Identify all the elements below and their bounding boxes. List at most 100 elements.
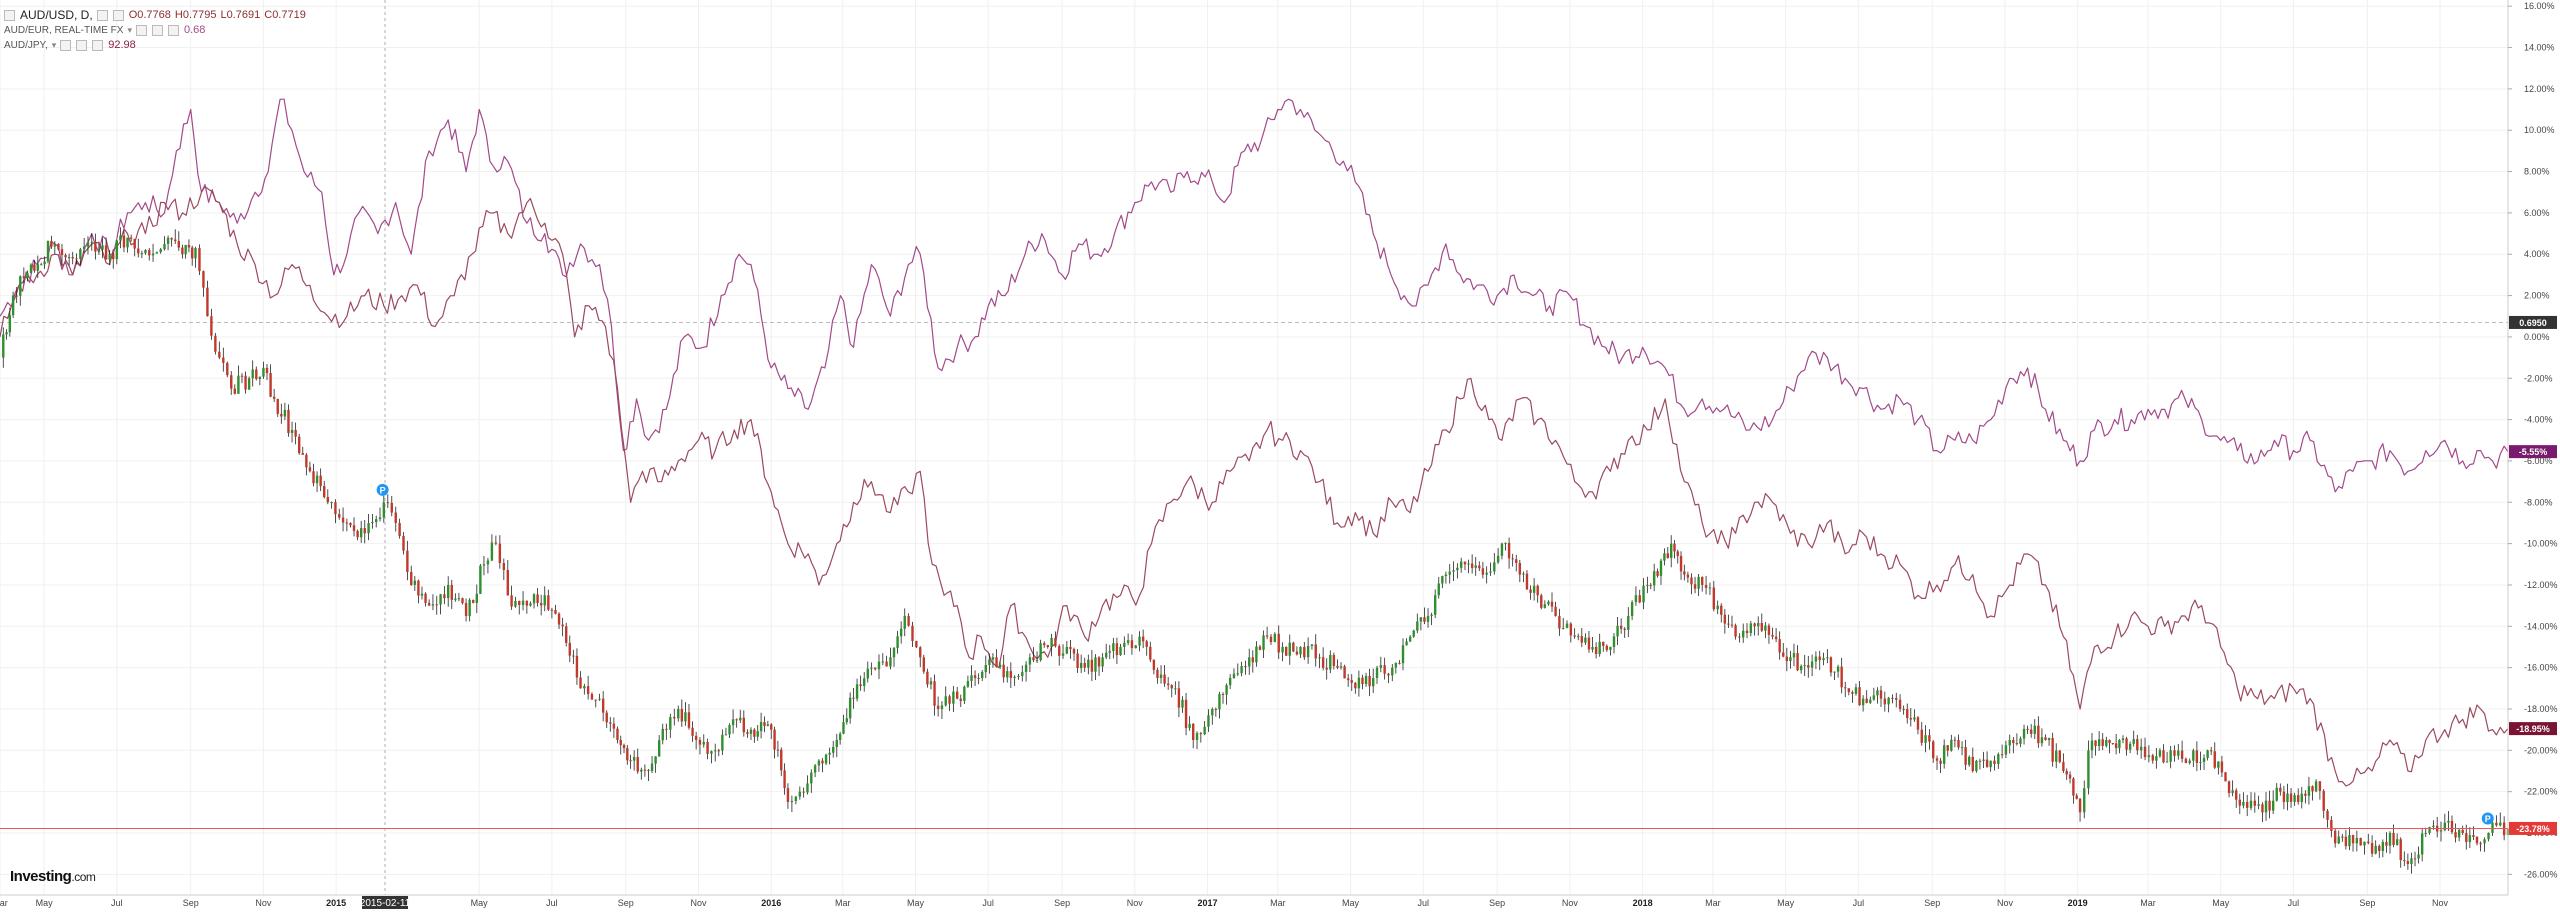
- settings-icon[interactable]: [152, 25, 163, 36]
- candle-body: [877, 661, 881, 670]
- x-tick-label: 2018: [1633, 898, 1653, 908]
- legend-aud-eur-symbol[interactable]: AUD/EUR, REAL-TIME FX: [4, 25, 124, 36]
- settings-icon[interactable]: [96, 10, 108, 21]
- investing-logo: Investing.com: [10, 868, 96, 885]
- candle-body: [1659, 560, 1663, 576]
- candle-body: [468, 599, 471, 616]
- visibility-icon[interactable]: [60, 40, 72, 51]
- candle-body: [1550, 601, 1554, 607]
- candle-body: [1452, 570, 1455, 572]
- candle-body: [2047, 738, 2051, 740]
- candle-body: [802, 791, 805, 793]
- candle-body: [2289, 793, 2293, 802]
- candle-body: [1985, 759, 1989, 768]
- candle-body: [349, 522, 352, 526]
- candle-body: [1303, 646, 1306, 658]
- candle-body: [2275, 787, 2278, 801]
- candle-body: [108, 254, 111, 260]
- candle-body: [1584, 637, 1587, 643]
- candle-body: [1957, 739, 1960, 748]
- candle-body: [2439, 830, 2443, 832]
- y-tick-label: -14.00%: [2524, 621, 2558, 631]
- legend-toggle-icon[interactable]: [4, 10, 15, 21]
- candle-body: [1591, 646, 1594, 650]
- candle-body: [1416, 621, 1419, 631]
- candle-body: [29, 264, 33, 273]
- legend-primary-symbol[interactable]: AUD/USD, D,: [20, 8, 93, 22]
- candle-body: [2355, 838, 2359, 844]
- candle-body: [1511, 558, 1514, 560]
- candle-body: [60, 249, 64, 256]
- legend-row-aud-jpy[interactable]: AUD/JPY, ▾ 92.98: [4, 38, 306, 53]
- candle-body: [1043, 643, 1046, 646]
- candle-body: [1906, 709, 1909, 719]
- close-icon[interactable]: [168, 25, 179, 36]
- candle-body: [2121, 738, 2125, 740]
- candle-body: [1430, 614, 1433, 616]
- candle-body: [390, 502, 393, 513]
- legend-row-primary[interactable]: AUD/USD, D, O0.7768 H0.7795 L0.7691 C0.7…: [4, 8, 306, 23]
- candle-body: [550, 609, 554, 611]
- candle-body: [1478, 565, 1481, 569]
- candle-body: [1666, 553, 1669, 558]
- candle-body: [2118, 739, 2121, 749]
- candle-body: [763, 722, 766, 726]
- candle-body: [1982, 759, 1985, 762]
- candle-body: [1738, 636, 1741, 638]
- candle-body: [1141, 636, 1145, 642]
- candle-body: [345, 522, 349, 524]
- close-icon[interactable]: [92, 40, 104, 51]
- candle-body: [315, 475, 319, 484]
- candle-body: [1350, 680, 1353, 683]
- candle-body: [1002, 664, 1005, 678]
- candle-body: [702, 741, 705, 745]
- candle-body: [1163, 674, 1166, 684]
- candle-body: [1299, 646, 1302, 655]
- candle-body: [1112, 643, 1115, 652]
- candle-body: [8, 315, 12, 333]
- visibility-icon[interactable]: [136, 25, 147, 36]
- candle-body: [1087, 659, 1090, 668]
- candle-body: [892, 648, 896, 658]
- candle-body: [2253, 800, 2257, 806]
- dropdown-caret-icon[interactable]: ▾: [127, 25, 132, 35]
- price-badge-bg: [2509, 722, 2557, 736]
- candle-body: [1456, 567, 1459, 571]
- x-axis[interactable]: Mar May Jul Sep Nov 2015 May Jul Sep Nov 2016 Mar Ma…: [0, 898, 2449, 908]
- candle-body: [622, 745, 626, 749]
- candle-body: [1803, 665, 1806, 667]
- candle-body: [1630, 602, 1634, 616]
- candle-body: [2090, 740, 2094, 751]
- candle-body: [832, 747, 835, 753]
- candle-body: [413, 580, 417, 585]
- candle-body: [1325, 667, 1328, 670]
- candle-body: [1565, 623, 1569, 628]
- candle-body: [1097, 657, 1101, 667]
- candle-body: [1879, 690, 1883, 699]
- candle-body: [2468, 835, 2472, 843]
- candle-body: [2169, 750, 2172, 762]
- candle-body: [728, 725, 731, 735]
- settings-icon[interactable]: [76, 40, 88, 51]
- candle-body: [424, 593, 427, 603]
- candle-body: [1017, 676, 1020, 678]
- legend-aud-jpy-symbol[interactable]: AUD/JPY,: [4, 40, 48, 51]
- legend: AUD/USD, D, O0.7768 H0.7795 L0.7691 C0.7…: [4, 8, 306, 53]
- price-badges: 0.6950 -5.55% -18.95% -23.78%: [2509, 315, 2557, 835]
- x-tick-label: Jul: [1418, 898, 1430, 908]
- candle-body: [1221, 694, 1225, 696]
- candle-body: [2333, 830, 2337, 844]
- candle-body: [1240, 666, 1243, 674]
- close-icon[interactable]: [112, 10, 124, 21]
- candle-body: [776, 749, 780, 751]
- dropdown-caret-icon[interactable]: ▾: [51, 40, 57, 50]
- y-axis[interactable]: 16.00% 14.00% 12.00% 10.00% 8.00% 6.00% 4.00% 2…: [2508, 1, 2558, 879]
- candle-body: [2029, 729, 2033, 734]
- candle-body: [26, 272, 29, 279]
- legend-row-aud-eur[interactable]: AUD/EUR, REAL-TIME FX ▾ 0.68: [4, 23, 306, 38]
- candle-body: [922, 657, 926, 672]
- candle-body: [1810, 661, 1814, 668]
- x-tick-label: Nov: [1997, 898, 2014, 908]
